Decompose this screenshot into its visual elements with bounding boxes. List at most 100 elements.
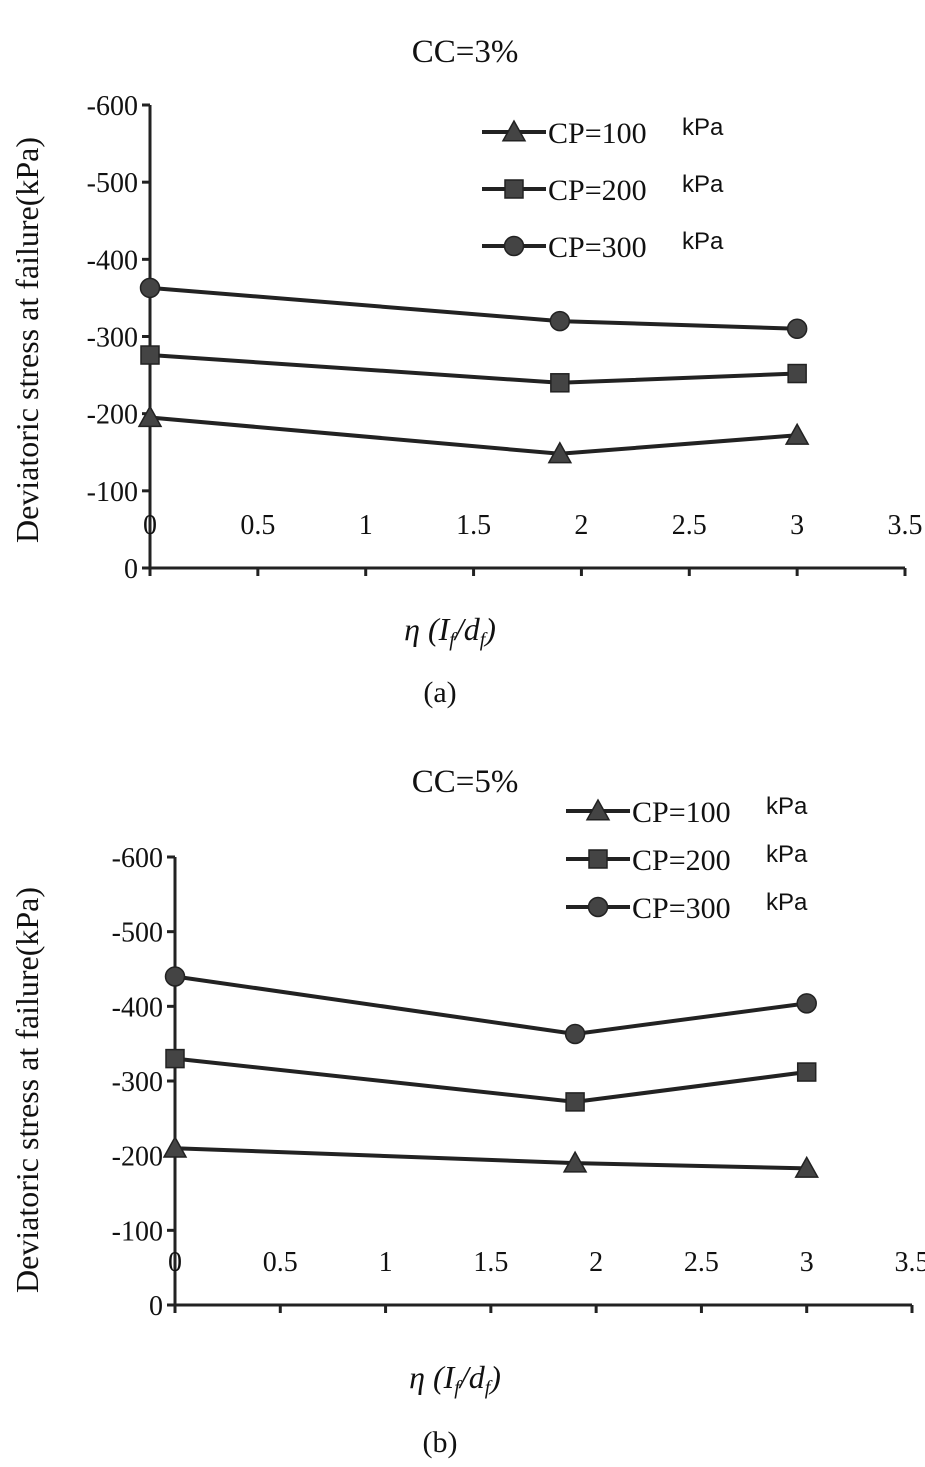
data-point-circle: [786, 318, 808, 340]
x-tick-label: 0.5: [263, 1247, 298, 1278]
data-point-triangle: [162, 1135, 188, 1158]
series-square: [165, 1048, 817, 1112]
legend-unit: kPa: [766, 841, 808, 868]
legend: CP=100 kPa CP=200 kPa CP=300 kPa: [566, 793, 808, 925]
series-line: [174, 1056, 807, 1104]
data-point-triangle: [547, 441, 573, 464]
x-tick-label: 2.5: [672, 510, 707, 541]
data-point-square: [588, 849, 608, 869]
data-point-square: [787, 363, 807, 384]
x-tick-label: 2: [589, 1247, 603, 1278]
legend: CP=100 kPa CP=200 kPa CP=300 kPa: [482, 114, 724, 264]
legend-label: CP=100: [548, 117, 647, 150]
series-circle: [139, 277, 808, 340]
legend-label: CP=300: [548, 231, 647, 264]
y-tick-label: -500: [87, 168, 138, 199]
series-triangle: [162, 1135, 819, 1178]
data-point-square: [504, 179, 524, 199]
x-tick-label: 3.5: [888, 510, 923, 541]
data-point-triangle: [794, 1155, 819, 1178]
x-tick-label: 0: [143, 510, 157, 541]
data-point-triangle: [784, 422, 810, 445]
x-tick-label: 1: [379, 1247, 393, 1278]
chart-panel-a: CC=3% Deviatoric stress at failure(kPa) …: [0, 0, 925, 720]
series-line: [149, 353, 798, 385]
y-tick-label: -600: [112, 843, 163, 874]
y-tick-label: -200: [87, 400, 138, 431]
plot-area: [162, 966, 819, 1178]
y-tick-label: -600: [87, 91, 138, 122]
data-point-circle: [796, 993, 817, 1014]
x-tick-label: 1: [359, 510, 373, 541]
data-point-circle: [549, 310, 571, 332]
chart-a-svg: CC=3% Deviatoric stress at failure(kPa) …: [9, 34, 923, 709]
legend-unit: kPa: [682, 228, 724, 255]
data-point-square: [796, 1062, 817, 1082]
series-line: [174, 1146, 807, 1171]
chart-title: CC=3%: [412, 34, 519, 70]
x-tick-label: 2.5: [684, 1247, 719, 1278]
legend-entry: CP=200 kPa: [566, 841, 808, 877]
series-triangle: [137, 404, 810, 464]
data-point-circle: [139, 277, 161, 299]
legend-label: CP=300: [632, 892, 731, 925]
legend-entry: CP=300 kPa: [566, 889, 808, 925]
data-point-square: [140, 345, 160, 365]
y-tick-label: -300: [112, 1067, 163, 1098]
series-line: [149, 285, 798, 331]
y-tick-label: -100: [87, 477, 138, 508]
legend-unit: kPa: [766, 793, 808, 820]
legend-entry: CP=200 kPa: [482, 171, 724, 207]
legend-label: CP=200: [632, 844, 731, 877]
y-tick-label: -500: [112, 918, 163, 949]
data-point-square: [165, 1048, 185, 1069]
legend-entry: CP=300 kPa: [482, 228, 724, 264]
x-tick-label: 0.5: [240, 510, 275, 541]
x-tick-label: 1.5: [456, 510, 491, 541]
chart-panel-b: CC=5% Deviatoric stress at failure(kPa) …: [0, 720, 925, 1467]
legend-label: CP=200: [548, 174, 647, 207]
y-tick-label: -300: [87, 323, 138, 354]
data-point-square: [550, 373, 570, 393]
legend-entry: CP=100 kPa: [566, 793, 808, 829]
legend-unit: kPa: [766, 889, 808, 916]
series-square: [140, 345, 807, 393]
data-point-square: [565, 1092, 585, 1112]
data-point-triangle: [562, 1150, 588, 1173]
legend-unit: kPa: [682, 171, 724, 198]
x-tick-label: 1.5: [473, 1247, 508, 1278]
y-axis-label: Deviatoric stress at failure(kPa): [9, 887, 45, 1293]
legend-label: CP=100: [632, 796, 731, 829]
data-point-triangle: [137, 404, 163, 428]
x-tick-label: 3.5: [895, 1247, 925, 1278]
y-tick-label: -100: [112, 1216, 163, 1247]
legend-entry: CP=100 kPa: [482, 114, 724, 150]
chart-title: CC=5%: [412, 764, 519, 800]
legend-unit: kPa: [682, 114, 724, 141]
data-point-circle: [503, 235, 525, 257]
series-line: [149, 415, 798, 456]
plot-area: [137, 277, 810, 464]
data-point-triangle: [501, 119, 527, 142]
y-tick-label: -200: [112, 1142, 163, 1173]
y-tick-label: -400: [112, 992, 163, 1023]
series-line: [174, 974, 807, 1036]
chart-caption: (b): [423, 1426, 458, 1459]
x-tick-label: 3: [800, 1247, 814, 1278]
data-point-circle: [587, 896, 609, 918]
x-axis-label: η (If/df): [409, 1359, 501, 1399]
y-tick-label: 0: [149, 1291, 163, 1322]
data-point-circle: [164, 966, 186, 987]
y-tick-label: -400: [87, 245, 138, 276]
data-point-triangle: [585, 798, 611, 821]
series-circle: [164, 966, 817, 1045]
x-tick-label: 2: [574, 510, 588, 541]
y-axis-label: Deviatoric stress at failure(kPa): [9, 137, 45, 543]
x-axis-label: η (If/df): [404, 611, 496, 651]
x-tick-label: 3: [790, 510, 804, 541]
chart-caption: (a): [423, 676, 456, 709]
data-point-circle: [564, 1023, 586, 1045]
y-tick-label: 0: [124, 554, 138, 585]
